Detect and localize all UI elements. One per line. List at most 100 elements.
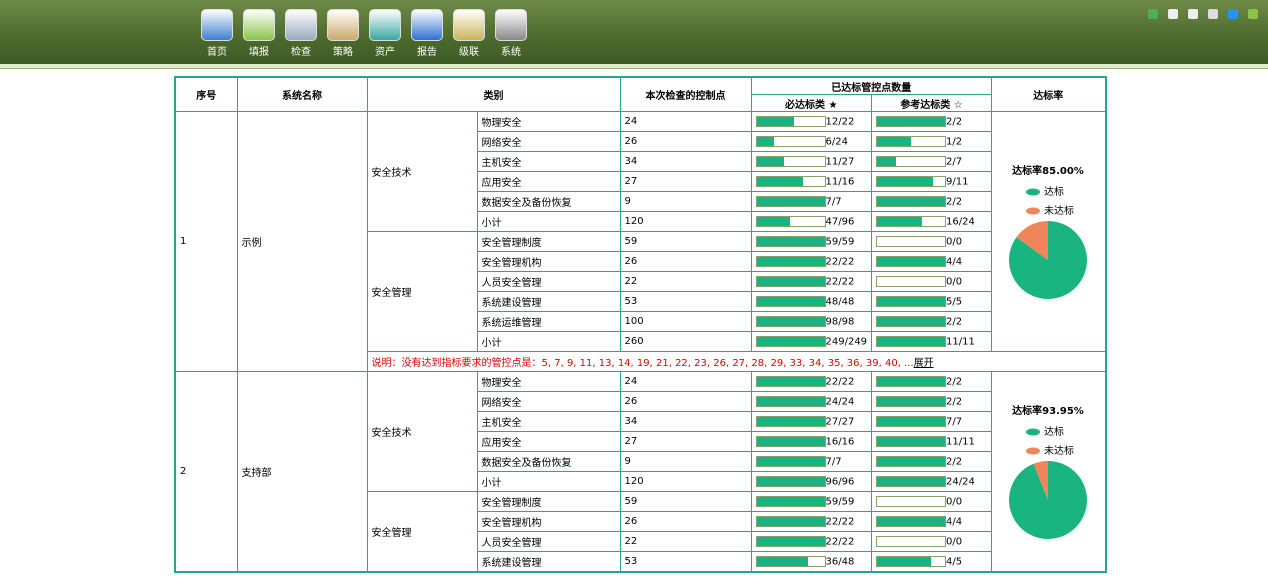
reference-cell: 11/11: [871, 431, 993, 452]
progress-text: 2/2: [946, 396, 963, 408]
rate-cell: 达标率93.95% 达标 未达标: [991, 371, 1107, 573]
progress-bar: [876, 315, 947, 327]
nav-item[interactable]: 资产: [365, 9, 405, 58]
progress-text: 249/249: [825, 336, 868, 348]
data-row: 主机安全 34 11/27 2/7: [175, 151, 1106, 172]
toolbar-icon[interactable]: [1168, 9, 1178, 19]
data-row: 数据安全及备份恢复 9 7/7 2/2: [175, 451, 1106, 472]
nav-item[interactable]: 首页: [197, 9, 237, 58]
progress-fill: [877, 296, 946, 306]
progress-fill: [756, 116, 794, 126]
progress-fill: [877, 476, 946, 486]
progress-bar: [755, 415, 826, 427]
toolbar-icon[interactable]: [1208, 9, 1218, 19]
nav-icon: [201, 9, 233, 41]
nav-icon: [327, 9, 359, 41]
expand-link[interactable]: 展开: [913, 358, 934, 369]
nav-item[interactable]: 级联: [449, 9, 489, 58]
toolbar-icon[interactable]: [1148, 9, 1158, 19]
progress-bar: [876, 335, 947, 347]
data-row: 小计 120 47/96 16/24: [175, 211, 1106, 232]
progress-fill: [756, 436, 825, 446]
data-row: 安全管理 安全管理制度 59 59/59 0/0: [175, 491, 1106, 573]
toolbar-icon[interactable]: [1228, 9, 1238, 19]
nav-item[interactable]: 报告: [407, 9, 447, 58]
progress-text: 11/11: [946, 436, 975, 448]
progress-text: 2/2: [946, 376, 963, 388]
progress-bar: [755, 275, 826, 287]
progress-text: 0/0: [946, 496, 963, 508]
progress-fill: [877, 196, 946, 206]
progress-bar: [876, 415, 947, 427]
reference-cell: 0/0: [871, 531, 993, 552]
note-cell: 说明：没有达到指标要求的管控点是：5, 7, 9, 11, 13, 14, 19…: [366, 351, 1107, 372]
progress-text: 27/27: [825, 416, 855, 428]
progress-bar: [876, 535, 947, 547]
required-cell: 7/7: [750, 191, 873, 212]
progress-bar: [755, 295, 826, 307]
data-row: 应用安全 27 16/16 11/11: [175, 431, 1106, 452]
nav-item[interactable]: 系统: [491, 9, 531, 58]
toolbar-icon[interactable]: [1248, 9, 1258, 19]
nav-icon: [411, 9, 443, 41]
progress-fill: [756, 236, 825, 246]
count-cell: 24: [619, 371, 752, 392]
progress-bar: [755, 195, 826, 207]
progress-fill: [877, 456, 946, 466]
progress-bar: [876, 295, 947, 307]
item-cell: 网络安全: [476, 131, 621, 152]
nav-label: 资产: [375, 47, 395, 58]
item-cell: 安全管理制度: [476, 231, 621, 252]
nav-item[interactable]: 策略: [323, 9, 363, 58]
category-cell: 安全管理: [366, 491, 478, 573]
reference-cell: 4/4: [871, 251, 993, 272]
progress-bar: [755, 335, 826, 347]
progress-fill: [877, 176, 933, 186]
progress-fill: [756, 296, 825, 306]
nav-item[interactable]: 检查: [281, 9, 321, 58]
progress-fill: [756, 516, 825, 526]
progress-fill: [756, 416, 825, 426]
progress-text: 4/4: [946, 516, 963, 528]
toolbar-icon[interactable]: [1188, 9, 1198, 19]
legend-label: 达标: [1044, 426, 1064, 438]
rate-title: 达标率93.95%: [1012, 404, 1084, 417]
data-row: 安全管理机构 26 22/22 4/4: [175, 511, 1106, 532]
item-cell: 应用安全: [476, 431, 621, 452]
index-cell: 2: [174, 371, 238, 573]
progress-fill: [877, 556, 932, 566]
item-cell: 系统运维管理: [476, 311, 621, 332]
count-cell: 22: [619, 531, 752, 552]
progress-text: 22/22: [825, 516, 855, 528]
required-cell: 7/7: [750, 451, 873, 472]
progress-fill: [756, 396, 825, 406]
count-cell: 26: [619, 391, 752, 412]
progress-fill: [877, 516, 946, 526]
reference-cell: 5/5: [871, 291, 993, 312]
progress-bar: [755, 235, 826, 247]
required-cell: 24/24: [750, 391, 873, 412]
progress-fill: [756, 156, 785, 166]
required-cell: 27/27: [750, 411, 873, 432]
header-cell: 必达标类 ★: [750, 94, 873, 112]
item-cell: 主机安全: [476, 151, 621, 172]
required-cell: 22/22: [750, 531, 873, 552]
legend-swatch: [1026, 447, 1041, 455]
header-cell: 参考达标类 ☆: [871, 94, 993, 112]
progress-bar: [876, 495, 947, 507]
index-cell: 1: [174, 111, 238, 372]
progress-fill: [756, 556, 808, 566]
item-cell: 数据安全及备份恢复: [476, 191, 621, 212]
progress-text: 1/2: [946, 136, 963, 148]
pie-slice: [1033, 461, 1049, 500]
nav-item[interactable]: 填报: [239, 9, 279, 58]
legend-swatch: [1026, 188, 1041, 196]
progress-text: 7/7: [825, 456, 842, 468]
count-cell: 53: [619, 551, 752, 573]
header-cell: 类别: [366, 76, 621, 112]
required-cell: 36/48: [750, 551, 873, 573]
item-cell: 应用安全: [476, 171, 621, 192]
progress-text: 2/2: [946, 456, 963, 468]
required-cell: 22/22: [750, 271, 873, 292]
